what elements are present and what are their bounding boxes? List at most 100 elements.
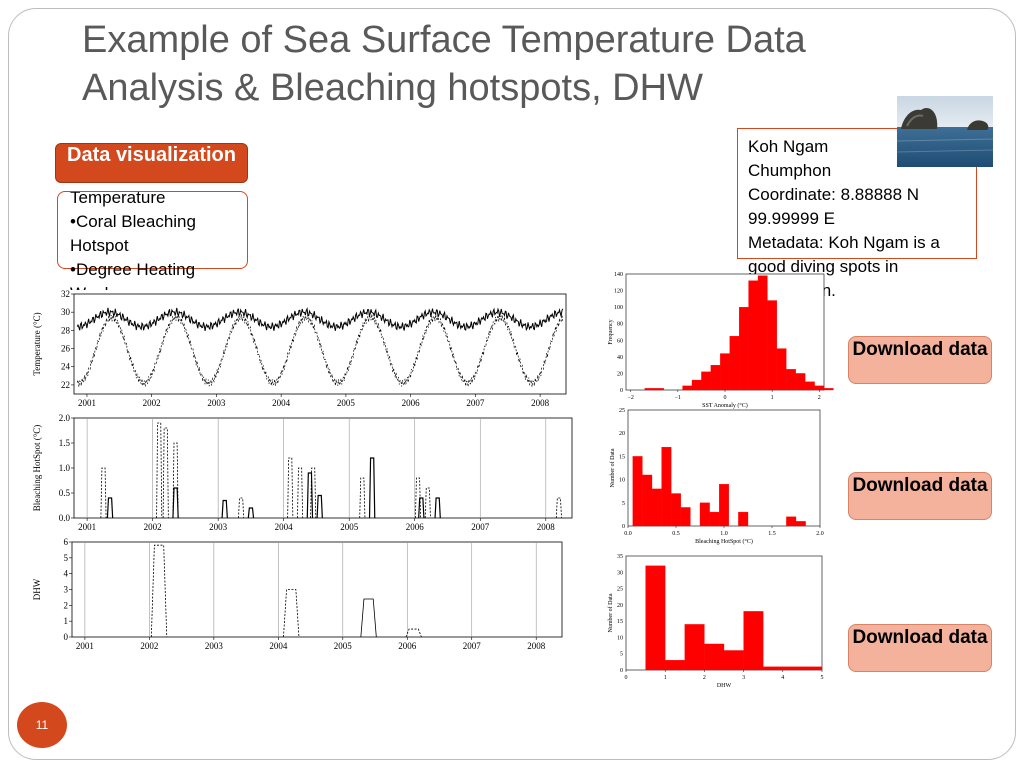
- event-spike: [100, 467, 107, 519]
- x-tick-label: 2002: [144, 522, 162, 532]
- download-data-button-dhw[interactable]: Download data: [848, 624, 992, 672]
- x-tick-label: 2003: [207, 398, 226, 408]
- histogram-bar: [743, 611, 764, 671]
- page-number: 11: [17, 702, 67, 748]
- x-axis-label: SST Anomaly (°C): [702, 402, 748, 409]
- y-tick-label: 2.0: [59, 413, 71, 423]
- histogram-bar: [654, 388, 664, 391]
- y-tick-label: 35: [617, 554, 623, 560]
- y-tick-label: 20: [617, 603, 623, 609]
- x-tick-label: 2.0: [816, 531, 824, 537]
- y-tick-label: 0.5: [59, 488, 71, 498]
- histogram-bar: [782, 666, 803, 671]
- histogram-bar: [682, 385, 693, 391]
- y-tick-label: 32: [61, 289, 70, 299]
- y-tick-label: 2: [64, 600, 69, 610]
- histogram-bar: [645, 565, 666, 671]
- site-name: Koh Ngam: [748, 137, 829, 156]
- bullet-list-text: Temperature •Coral Bleaching Hotspot •De…: [70, 192, 245, 290]
- histogram-bar: [776, 348, 787, 391]
- y-tick-label: 25: [617, 587, 623, 593]
- x-tick-label: 2005: [340, 522, 359, 532]
- dhw-chart: 2001 2002 2003 2004 2005 2006 2007 2008 6 5 4 3 2 1 0 D…: [32, 537, 563, 651]
- y-tick-label: 30: [61, 307, 71, 317]
- temperature-chart: 2001 2002 2003 2004 2005 2006 2007 2008 32 30 28 26…: [32, 289, 567, 408]
- x-tick-label: 2: [818, 395, 821, 401]
- y-tick-label: 15: [617, 619, 623, 625]
- histogram-bar: [757, 275, 768, 391]
- time-series-charts: 2001 2002 2003 2004 2005 2006 2007 200832302826…: [32, 289, 573, 651]
- event-spike: [238, 497, 245, 519]
- y-axis-label: Number of Data: [607, 593, 614, 632]
- y-tick-label: 24: [61, 362, 71, 372]
- event-spike: [297, 467, 304, 519]
- y-tick-label: 10: [619, 478, 625, 484]
- histogram-bar: [767, 300, 778, 391]
- x-tick-label: 2006: [402, 398, 421, 408]
- y-tick-label: 30: [617, 570, 623, 576]
- x-tick-label: 2008: [531, 398, 550, 408]
- data-visualization-label: Data visualization: [55, 143, 248, 183]
- event-spike: [106, 497, 114, 519]
- histogram-bar: [632, 456, 643, 527]
- y-tick-label: 80: [617, 322, 623, 328]
- histogram-bar: [814, 385, 825, 391]
- y-tick-label: 120: [614, 289, 623, 295]
- x-tick-label: 1.0: [720, 531, 728, 537]
- x-tick-label: 1.5: [768, 531, 776, 537]
- x-axis-label: Bleaching HotSpot (°C): [695, 538, 753, 545]
- x-tick-label: 0.0: [624, 531, 632, 537]
- histogram-bar: [786, 369, 796, 391]
- x-tick-label: 2002: [143, 398, 161, 408]
- x-tick-label: 2007: [466, 398, 485, 408]
- download-label: Download data: [852, 627, 988, 648]
- y-tick-label: 20: [619, 431, 625, 437]
- histogram-bar: [699, 502, 710, 527]
- y-tick-label: 10: [617, 635, 623, 641]
- x-tick-label: 2005: [334, 641, 353, 651]
- event-spike: [424, 487, 431, 519]
- histogram-bar: [671, 493, 681, 527]
- event-spike: [555, 497, 562, 519]
- histogram-bar: [763, 666, 783, 671]
- y-tick-label: 26: [61, 344, 71, 354]
- y-axis-label: DHW: [32, 578, 42, 600]
- y-tick-label: 0.0: [59, 513, 71, 523]
- x-tick-label: 3: [742, 675, 745, 681]
- event-spike: [247, 507, 255, 519]
- y-tick-label: 6: [64, 537, 69, 547]
- y-tick-label: 60: [617, 338, 623, 344]
- event-spike: [156, 422, 163, 519]
- bullet-list-box: Temperature •Coral Bleaching Hotspot •De…: [57, 191, 248, 290]
- x-tick-label: 2006: [398, 641, 417, 651]
- koh-ngam-photo-image: [897, 96, 993, 167]
- y-tick-label: 0: [620, 388, 623, 394]
- histogram-bar: [729, 335, 740, 391]
- plot-frame: [73, 417, 573, 519]
- histogram-bar: [738, 306, 749, 391]
- y-tick-label: 3: [64, 585, 69, 595]
- x-tick-label: 1: [771, 395, 774, 401]
- y-tick-label: 40: [617, 355, 623, 361]
- y-tick-label: 22: [61, 380, 70, 390]
- x-tick-label: 2006: [406, 522, 425, 532]
- title-line-2: Analysis & Bleaching hotspots, DHW: [82, 67, 703, 109]
- download-data-button-hotspot[interactable]: Download data: [848, 472, 992, 520]
- event-spike: [162, 427, 169, 519]
- title-line-1: Example of Sea Surface Temperature Data: [82, 19, 806, 61]
- y-tick-label: 0: [622, 524, 625, 530]
- y-tick-label: 1.5: [59, 438, 71, 448]
- data-visualization-text: Data visualization: [67, 144, 236, 166]
- x-tick-label: 2007: [471, 522, 490, 532]
- bullet-temperature: Temperature: [70, 192, 166, 207]
- y-tick-label: 0: [620, 668, 623, 674]
- x-tick-label: 2008: [527, 641, 546, 651]
- histogram-bar: [738, 511, 749, 527]
- histogram-bar: [665, 660, 685, 671]
- event-spike: [172, 442, 179, 519]
- download-label: Download data: [852, 475, 988, 496]
- download-data-button-sst[interactable]: Download data: [848, 336, 992, 384]
- histogram-bar: [704, 643, 725, 671]
- bullet-degree-heating-weeks: •Degree Heating Weeks: [70, 260, 196, 290]
